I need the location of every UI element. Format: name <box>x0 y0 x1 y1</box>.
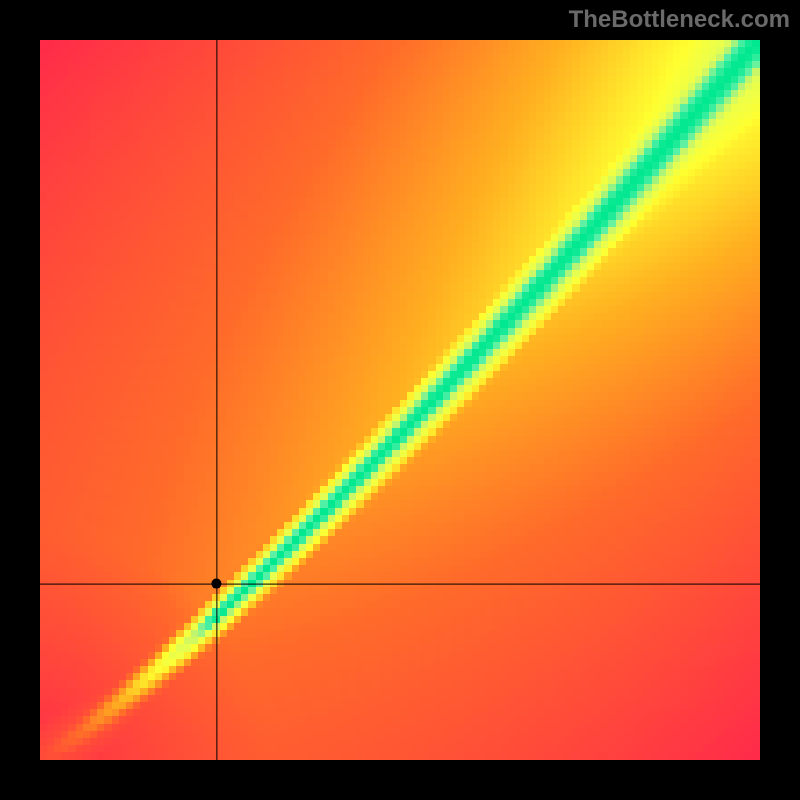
watermark-text: TheBottleneck.com <box>569 6 790 34</box>
chart-container: TheBottleneck.com <box>0 0 800 800</box>
chart-frame <box>40 40 760 760</box>
heatmap-canvas <box>40 40 760 760</box>
